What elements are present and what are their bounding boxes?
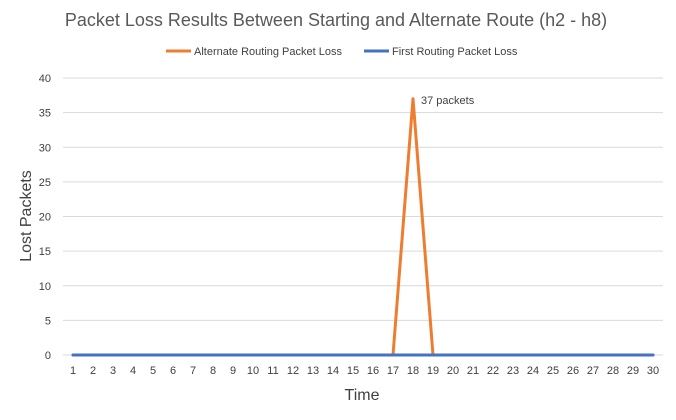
x-tick-label: 12 — [287, 365, 299, 377]
y-tick-label: 30 — [39, 142, 51, 154]
x-tick-label: 24 — [527, 365, 539, 377]
series-lines — [71, 97, 655, 357]
chart-legend: Alternate Routing Packet Loss First Rout… — [166, 46, 518, 58]
x-tick-label: 8 — [210, 365, 216, 377]
y-axis-ticks: 0 5 10 15 20 25 30 35 40 — [39, 73, 51, 362]
series-line-alternate — [71, 97, 655, 357]
x-tick-label: 10 — [247, 365, 259, 377]
x-tick-label: 3 — [110, 365, 116, 377]
x-tick-label: 4 — [130, 365, 136, 377]
y-tick-label: 5 — [45, 315, 51, 327]
x-tick-label: 23 — [507, 365, 519, 377]
x-tick-label: 26 — [567, 365, 579, 377]
x-tick-label: 27 — [587, 365, 599, 377]
x-tick-label: 14 — [327, 365, 339, 377]
x-tick-label: 22 — [487, 365, 499, 377]
gridlines — [63, 77, 663, 356]
y-tick-label: 20 — [39, 212, 51, 224]
x-axis-title: Time — [345, 387, 380, 404]
x-tick-label: 6 — [170, 365, 176, 377]
x-tick-label: 9 — [230, 365, 236, 377]
y-tick-label: 40 — [39, 73, 51, 85]
x-tick-label: 28 — [607, 365, 619, 377]
x-tick-label: 7 — [190, 365, 196, 377]
x-tick-label: 16 — [367, 365, 379, 377]
x-tick-label: 20 — [447, 365, 459, 377]
data-labels: 37 packets — [421, 95, 475, 107]
x-tick-label: 25 — [547, 365, 559, 377]
y-tick-label: 25 — [39, 177, 51, 189]
y-tick-label: 15 — [39, 246, 51, 258]
chart-title: Packet Loss Results Between Starting and… — [65, 10, 607, 30]
x-tick-label: 1 — [70, 365, 76, 377]
data-label-peak: 37 packets — [421, 95, 475, 107]
x-tick-label: 29 — [627, 365, 639, 377]
y-tick-label: 10 — [39, 281, 51, 293]
x-tick-label: 17 — [387, 365, 399, 377]
y-tick-label: 35 — [39, 108, 51, 120]
x-tick-label: 11 — [267, 365, 278, 377]
legend-label-first: First Routing Packet Loss — [392, 46, 518, 58]
y-axis-title: Lost Packets — [18, 170, 35, 262]
x-tick-label: 21 — [467, 365, 479, 377]
x-tick-label: 30 — [647, 365, 659, 377]
x-tick-label: 13 — [307, 365, 319, 377]
legend-label-alternate: Alternate Routing Packet Loss — [194, 46, 342, 58]
x-tick-label: 5 — [150, 365, 156, 377]
x-tick-label: 15 — [347, 365, 359, 377]
x-axis-ticks: 1 2 3 4 5 6 7 8 9 10 11 12 13 14 15 16 17 18 19 20 21 22 23 24 2… — [70, 365, 659, 377]
x-tick-label: 2 — [90, 365, 96, 377]
x-tick-label: 19 — [427, 365, 439, 377]
y-tick-label: 0 — [45, 350, 51, 362]
x-tick-label: 18 — [407, 365, 419, 377]
